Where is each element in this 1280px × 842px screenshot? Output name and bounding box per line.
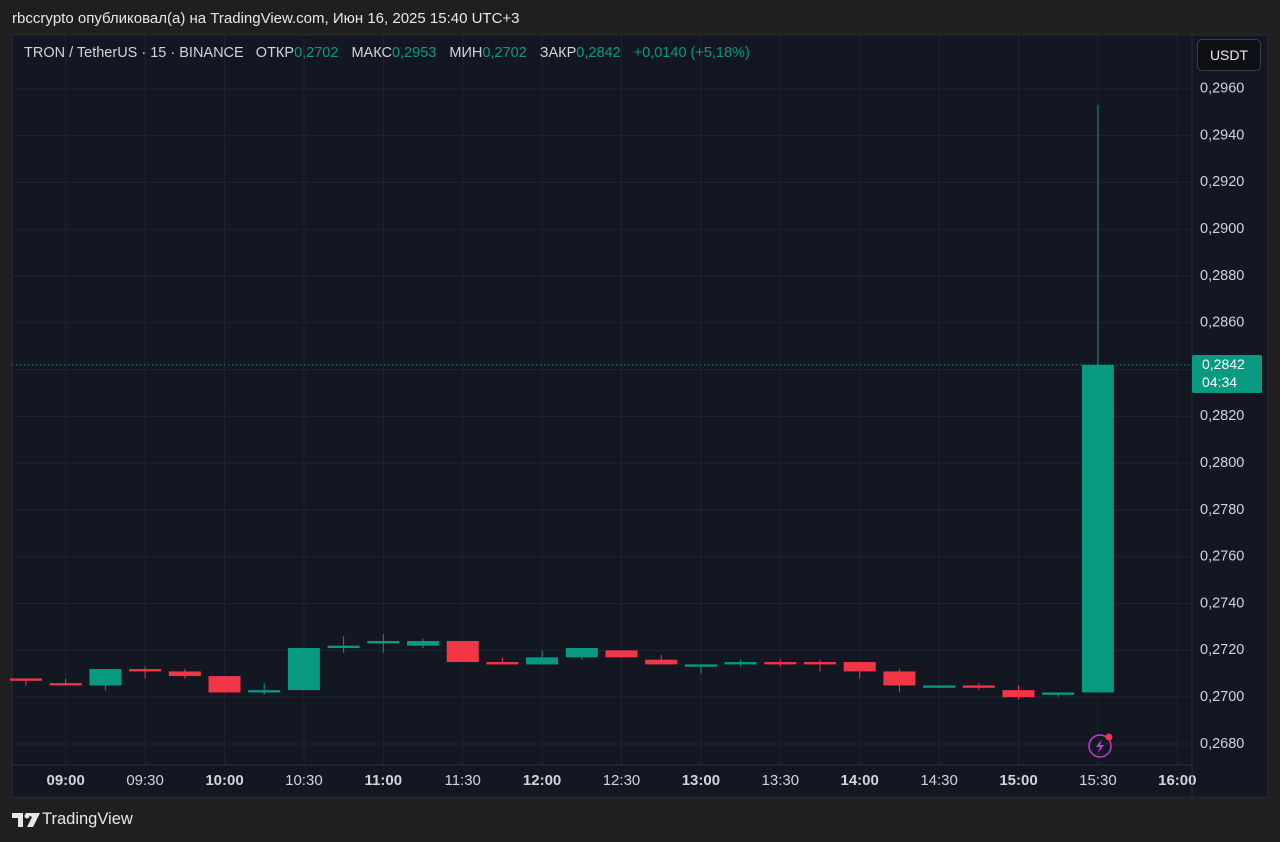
legend-key: ОТКР [255, 45, 295, 61]
x-tick-label: 14:00 [841, 772, 879, 789]
x-tick-label: 11:30 [444, 772, 480, 789]
candle-body [89, 669, 122, 686]
candle-body [645, 659, 678, 665]
candle-body [486, 662, 519, 665]
candle-body [843, 662, 876, 672]
y-tick-label: 0,2900 [1200, 221, 1244, 237]
candle-body [287, 648, 320, 691]
y-tick-label: 0,2740 [1200, 595, 1244, 611]
candle-body [1042, 692, 1075, 695]
candle-body [49, 683, 82, 686]
legend-change: +0,0140 (+5,18%) [633, 45, 750, 61]
legend-key: МИН [449, 45, 483, 61]
y-tick-label: 0,2920 [1200, 174, 1244, 190]
x-tick-label: 12:30 [603, 772, 641, 789]
y-tick-label: 0,2780 [1200, 502, 1244, 518]
candle-body [407, 640, 439, 646]
x-tick-label: 12:00 [523, 772, 561, 789]
candle-body [962, 685, 995, 688]
candle-body [446, 640, 479, 663]
legend-value: 0,2702 [294, 45, 339, 61]
brand-logo [12, 813, 40, 827]
candle-body [168, 671, 201, 677]
candle-body [684, 664, 717, 667]
publish-info: rbccrypto опубликовал(а) на TradingView.… [12, 10, 520, 27]
x-tick-label: 14:30 [920, 772, 958, 789]
x-tick-label: 09:00 [47, 772, 85, 789]
y-tick-label: 0,2800 [1200, 455, 1244, 471]
x-tick-label: 10:00 [205, 772, 243, 789]
x-tick-label: 09:30 [126, 772, 164, 789]
candle-body [208, 676, 241, 693]
candle-body [248, 690, 281, 693]
x-tick-label: 15:00 [999, 772, 1037, 789]
candle-body [10, 678, 42, 681]
candle-body [526, 657, 559, 665]
y-tick-label: 0,2960 [1200, 81, 1244, 97]
brand: TradingView [42, 810, 133, 828]
x-tick-label: 13:30 [762, 772, 800, 789]
x-tick-label: 11:00 [365, 772, 403, 789]
y-tick-label: 0,2680 [1200, 736, 1244, 752]
x-tick-label: 16:00 [1158, 772, 1196, 789]
candle-body [1002, 690, 1035, 698]
y-tick-label: 0,2820 [1200, 408, 1244, 424]
x-tick-label: 15:30 [1079, 772, 1117, 789]
candle-body [883, 671, 916, 686]
legend-key: МАКС [351, 45, 392, 61]
legend-value: 0,2702 [482, 45, 527, 61]
candle-body [764, 662, 797, 665]
candle-body [605, 650, 638, 658]
candle-body [129, 669, 162, 672]
x-tick-label: 13:00 [682, 772, 720, 789]
symbol: TRON / TetherUS · 15 · BINANCE [24, 45, 244, 61]
ohlc-legend: TRON / TetherUS · 15 · BINANCE ОТКР0,270… [24, 45, 759, 61]
candle-body [565, 648, 598, 658]
candle-body [1081, 364, 1114, 693]
legend-value: 0,2953 [391, 45, 437, 61]
last-price-label: 0,2842 04:34 [1192, 354, 1262, 393]
y-tick-label: 0,2880 [1200, 268, 1244, 284]
candle-body [367, 640, 400, 644]
candle-body [804, 662, 836, 665]
legend-key: ЗАКР [539, 45, 577, 61]
candle-body [327, 645, 360, 649]
countdown: 04:34 [1202, 373, 1238, 390]
y-tick-label: 0,2720 [1200, 642, 1244, 658]
currency-button[interactable]: USDT [1197, 39, 1261, 71]
y-tick-label: 0,2940 [1200, 127, 1244, 143]
alert-icon[interactable] [1088, 733, 1113, 758]
candle-body [923, 685, 956, 688]
last-price: 0,2842 [1202, 355, 1245, 372]
y-tick-label: 0,2760 [1200, 549, 1244, 565]
legend-value: 0,2842 [576, 45, 621, 61]
candle-body [724, 662, 757, 665]
y-tick-label: 0,2700 [1200, 689, 1244, 705]
y-tick-label: 0,2860 [1200, 315, 1244, 331]
x-tick-label: 10:30 [285, 772, 323, 789]
